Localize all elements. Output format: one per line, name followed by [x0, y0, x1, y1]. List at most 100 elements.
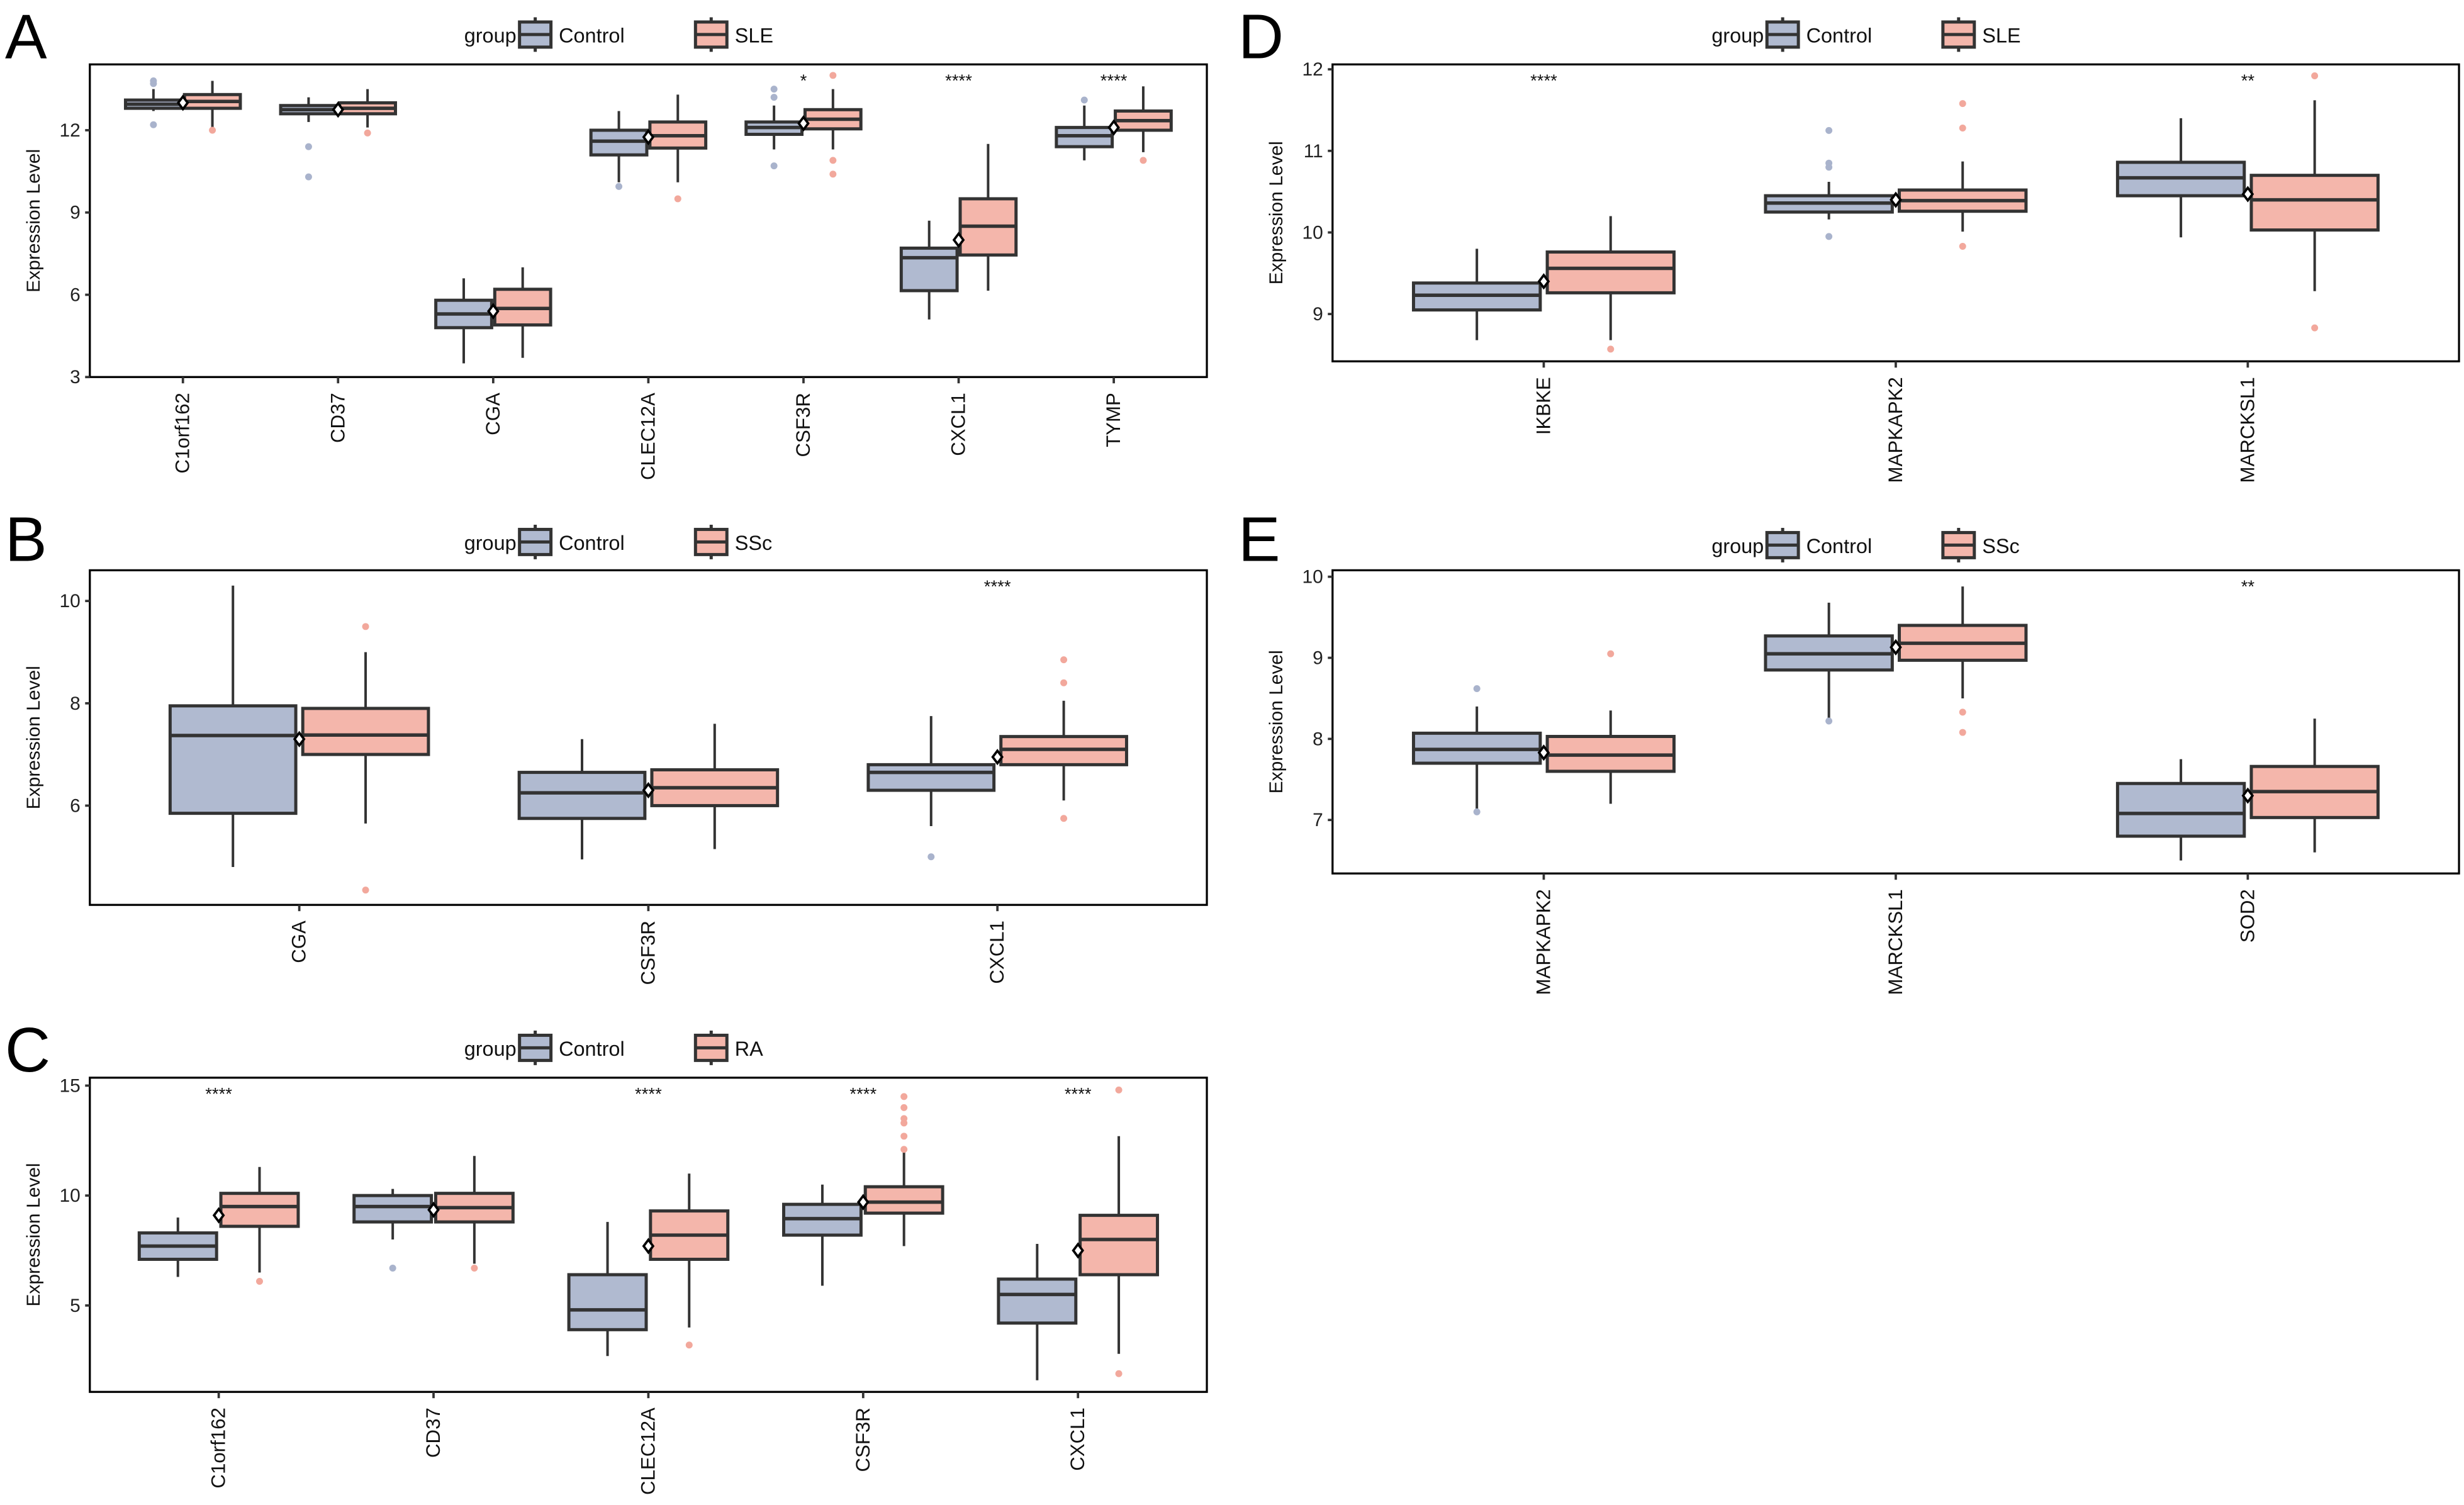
- y-axis-label: Expression Level: [23, 149, 44, 293]
- outlier-point: [615, 182, 623, 190]
- outlier-point: [1080, 96, 1088, 104]
- y-axis-label: Expression Level: [23, 666, 44, 809]
- legend-label-disease: SLE: [1982, 24, 2020, 47]
- mean-marker: [797, 115, 810, 132]
- legend-label-control: Control: [559, 1038, 625, 1060]
- legend-label-disease: SSc: [1982, 535, 2020, 557]
- outlier-point: [829, 72, 837, 79]
- x-tick-label: MAPKAPK2: [1884, 377, 1907, 483]
- mean-marker: [332, 101, 345, 118]
- y-axis-label: Expression Level: [1266, 141, 1287, 284]
- outlier-point: [1959, 100, 1966, 108]
- box-control: [1411, 685, 1542, 815]
- box-disease: [863, 1093, 944, 1246]
- plot-area: [1331, 569, 2460, 875]
- mean-marker: [212, 1207, 225, 1224]
- box-iqr: [1545, 250, 1676, 294]
- outlier-point: [900, 1133, 908, 1140]
- box-iqr: [168, 704, 298, 815]
- mean-marker: [642, 128, 655, 145]
- significance-label: ****: [984, 576, 1011, 596]
- outlier-point: [150, 77, 157, 85]
- outlier-point: [1825, 233, 1833, 240]
- box-control: [589, 111, 649, 190]
- box-control: [1764, 602, 1894, 725]
- mean-marker: [1537, 273, 1550, 290]
- outlier-point: [1959, 708, 1966, 716]
- significance-label: **: [2241, 576, 2255, 596]
- outlier-point: [770, 86, 778, 93]
- box-control: [744, 86, 804, 170]
- x-tick-label: C1orf162: [172, 393, 194, 473]
- x-tick-label: IKBKE: [1532, 377, 1554, 435]
- box-iqr: [352, 1194, 434, 1224]
- outlier-point: [1825, 717, 1833, 725]
- outlier-point: [2311, 324, 2319, 332]
- y-tick-label: 10: [1302, 222, 1323, 243]
- legend-label-disease: SLE: [735, 24, 773, 47]
- x-tick-label: CXCL1: [948, 393, 970, 456]
- mean-marker: [427, 1201, 440, 1218]
- box-disease: [958, 143, 1018, 291]
- box-control: [517, 739, 647, 859]
- mean-marker: [952, 232, 965, 249]
- y-axis-label: Expression Level: [23, 1163, 44, 1306]
- outlier-point: [1473, 685, 1481, 692]
- y-tick-label: 7: [1313, 810, 1323, 831]
- box-iqr: [863, 1185, 944, 1215]
- legend: group Control SSc: [1711, 527, 2020, 562]
- outlier-point: [1115, 1086, 1123, 1094]
- outlier-point: [362, 887, 369, 894]
- significance-label: ****: [205, 1084, 232, 1104]
- legend-title: group: [464, 24, 517, 47]
- mean-marker: [293, 730, 306, 747]
- outlier-point: [305, 143, 312, 150]
- mean-marker: [642, 1238, 655, 1255]
- x-tick-label: TYMP: [1102, 393, 1124, 447]
- outlier-point: [1060, 815, 1068, 822]
- panel-letter: B: [5, 505, 47, 574]
- legend-label-control: Control: [559, 24, 625, 47]
- box-disease: [648, 94, 708, 203]
- box-iqr: [1078, 1214, 1160, 1277]
- outlier-point: [1607, 345, 1615, 353]
- outlier-point: [1959, 125, 1966, 131]
- outlier-point: [1473, 808, 1481, 815]
- box-iqr: [219, 1192, 300, 1228]
- outlier-point: [362, 623, 369, 630]
- legend-label-disease: SSc: [735, 532, 773, 554]
- legend-title: group: [464, 532, 517, 554]
- y-tick-label: 11: [1304, 141, 1323, 162]
- mean-marker: [176, 94, 189, 111]
- x-tick-label: CD37: [327, 393, 349, 443]
- legend-label-control: Control: [1806, 24, 1873, 47]
- box-disease: [1898, 100, 2028, 250]
- outlier-point: [900, 1146, 908, 1153]
- legend-label-disease: RA: [735, 1038, 763, 1060]
- box-iqr: [517, 771, 647, 820]
- box-disease: [650, 724, 780, 849]
- x-tick-label: SOD2: [2236, 889, 2258, 943]
- x-tick-label: CSF3R: [852, 1407, 874, 1472]
- mean-marker: [1107, 119, 1120, 136]
- box-control: [123, 77, 183, 128]
- outlier-point: [1607, 650, 1615, 657]
- panel-letter: A: [5, 2, 47, 72]
- y-tick-label: 6: [70, 284, 81, 305]
- box-disease: [1898, 586, 2028, 736]
- y-tick-label: 15: [59, 1075, 80, 1096]
- legend: group Control RA: [464, 1030, 763, 1065]
- x-tick-label: MAPKAPK2: [1532, 889, 1554, 995]
- x-tick-label: CXCL1: [1067, 1407, 1089, 1471]
- x-tick-label: CLEC12A: [637, 393, 659, 480]
- outlier-point: [1115, 1370, 1123, 1377]
- y-axis-label: Expression Level: [1266, 650, 1287, 793]
- mean-marker: [1537, 744, 1550, 761]
- mean-marker: [1890, 191, 1902, 208]
- legend: group Control SSc: [464, 524, 773, 559]
- outlier-point: [389, 1264, 396, 1272]
- box-disease: [803, 72, 863, 178]
